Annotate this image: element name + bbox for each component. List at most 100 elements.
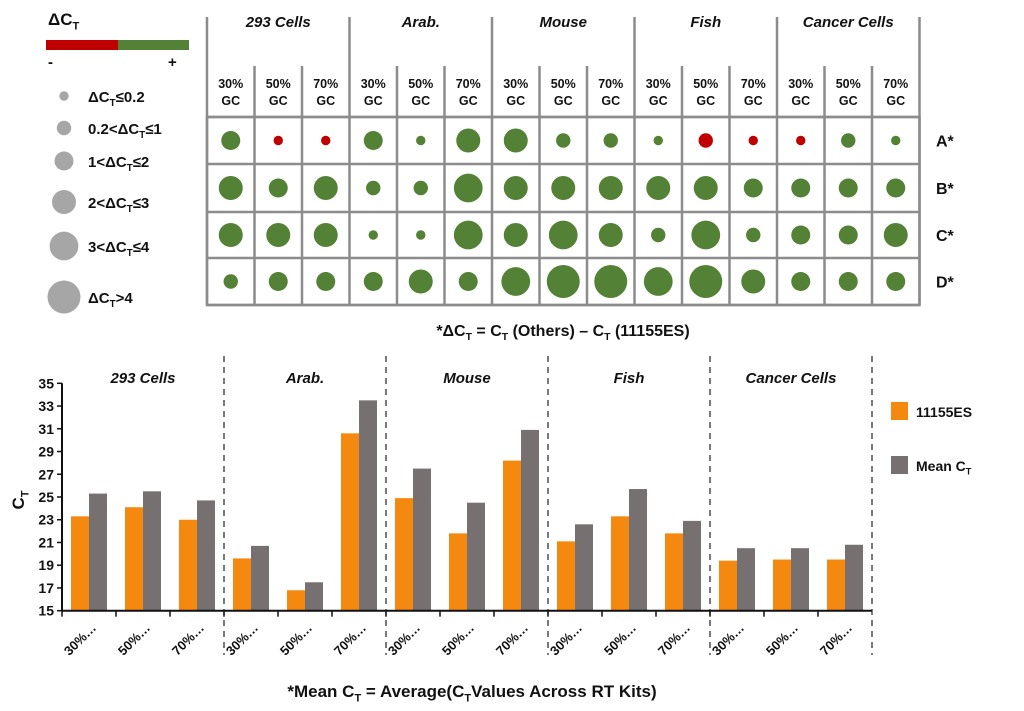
x-tick-label: 70%… [493,620,531,658]
bubble-column-label: GC [839,94,858,108]
color-scale-minus-label: - [48,54,53,71]
bubble-B-11 [743,178,763,198]
bubble-column-label: 70% [883,77,908,91]
x-tick-label: 50%… [601,620,639,658]
x-tick-label: 50%… [439,620,477,658]
bubble-column-label: GC [791,94,810,108]
bubble-D-1 [268,272,288,291]
bar-11155es [719,560,737,611]
x-tick-label: 70%… [331,620,369,658]
bar-11155es [341,433,359,611]
bubble-D-12 [791,272,811,291]
size-legend-bubble [56,120,72,136]
bubble-C-13 [838,225,858,245]
color-scale-positive [118,40,189,50]
x-tick-label: 30%… [547,620,585,658]
bubble-B-13 [838,178,858,198]
y-tick-label: 15 [38,603,54,619]
bubble-B-9 [646,176,671,200]
bubble-A-3 [363,131,383,150]
bubble-column-label: 50% [836,77,861,91]
size-legend-label: ΔCT≤0.2 [88,89,145,109]
size-legend-bubble [59,91,69,101]
bar-11155es [449,533,467,611]
bar-11155es [179,519,197,611]
bar-mean-ct [791,548,809,611]
bar-11155es [287,590,305,611]
bubble-column-label: GC [221,94,240,108]
bubble-C-0 [218,223,243,247]
y-tick-label: 33 [38,398,54,414]
bubble-A-9 [653,135,663,146]
bubble-column-label: 70% [741,77,766,91]
y-tick-label: 31 [38,421,54,437]
bubble-A-11 [748,135,758,146]
bubble-column-label: 30% [646,77,671,91]
bubble-group-label: 293 Cells [245,14,311,31]
x-tick-label: 70%… [169,620,207,658]
bubble-row-label: C* [936,228,955,245]
size-legend-bubble [47,280,81,314]
x-tick-label: 50%… [277,620,315,658]
bubble-C-10 [691,220,721,250]
bubble-column-label: 70% [456,77,481,91]
bubble-A-14 [891,135,901,146]
bubble-B-12 [791,178,811,198]
bubble-column-label: GC [506,94,525,108]
bar-group-label: Mouse [443,370,491,387]
size-legend-bubble [49,231,79,261]
bar-group-label: Cancer Cells [746,370,837,387]
x-tick-label: 30%… [61,620,99,658]
bar-11155es [395,498,413,611]
bubble-column-label: GC [601,94,620,108]
bubble-column-label: 30% [788,77,813,91]
bubble-B-0 [218,176,243,200]
bubble-C-8 [598,223,623,247]
bar-11155es [665,533,683,611]
x-tick-label: 50%… [115,620,153,658]
x-tick-label: 70%… [655,620,693,658]
y-tick-label: 35 [38,375,54,391]
bar-11155es [125,507,143,611]
x-tick-label: 50%… [763,620,801,658]
bubble-C-11 [746,227,761,243]
bubble-D-14 [886,272,906,291]
bar-11155es [233,558,251,611]
y-tick-label: 23 [38,512,54,528]
bar-mean-ct [413,468,431,611]
y-tick-label: 27 [38,466,54,482]
bubble-column-label: 50% [551,77,576,91]
bar-11155es [503,460,521,611]
bubble-C-7 [548,220,578,250]
bubble-A-6 [503,128,528,153]
bubble-column-label: GC [269,94,288,108]
bubble-B-7 [551,176,576,200]
bubble-column-label: GC [411,94,430,108]
bubble-D-10 [689,265,723,298]
bubble-column-label: 30% [361,77,386,91]
bar-mean-ct [575,524,593,611]
bubble-C-2 [313,223,338,247]
bar-mean-ct [521,429,539,611]
bubble-column-label: 70% [598,77,623,91]
bubble-D-8 [594,265,628,298]
bubble-D-6 [501,267,531,296]
bubble-D-5 [458,272,478,291]
bubble-B-1 [268,178,288,198]
bubble-B-14 [886,178,906,198]
bubble-B-10 [693,176,718,200]
bar-mean-ct [359,400,377,611]
bubble-column-label: 30% [218,77,243,91]
bubble-column-label: GC [459,94,478,108]
bubble-B-6 [503,176,528,200]
bubble-row-label: A* [936,134,955,151]
bubble-C-12 [791,225,811,245]
bubble-D-4 [408,269,433,294]
bar-group-label: Fish [614,370,645,387]
bubble-A-0 [221,131,241,150]
y-tick-label: 19 [38,557,54,573]
bar-11155es [611,516,629,611]
size-legend-label: 2<ΔCT≤3 [88,195,149,215]
bar-mean-ct [89,493,107,611]
bubble-A-1 [273,135,283,146]
